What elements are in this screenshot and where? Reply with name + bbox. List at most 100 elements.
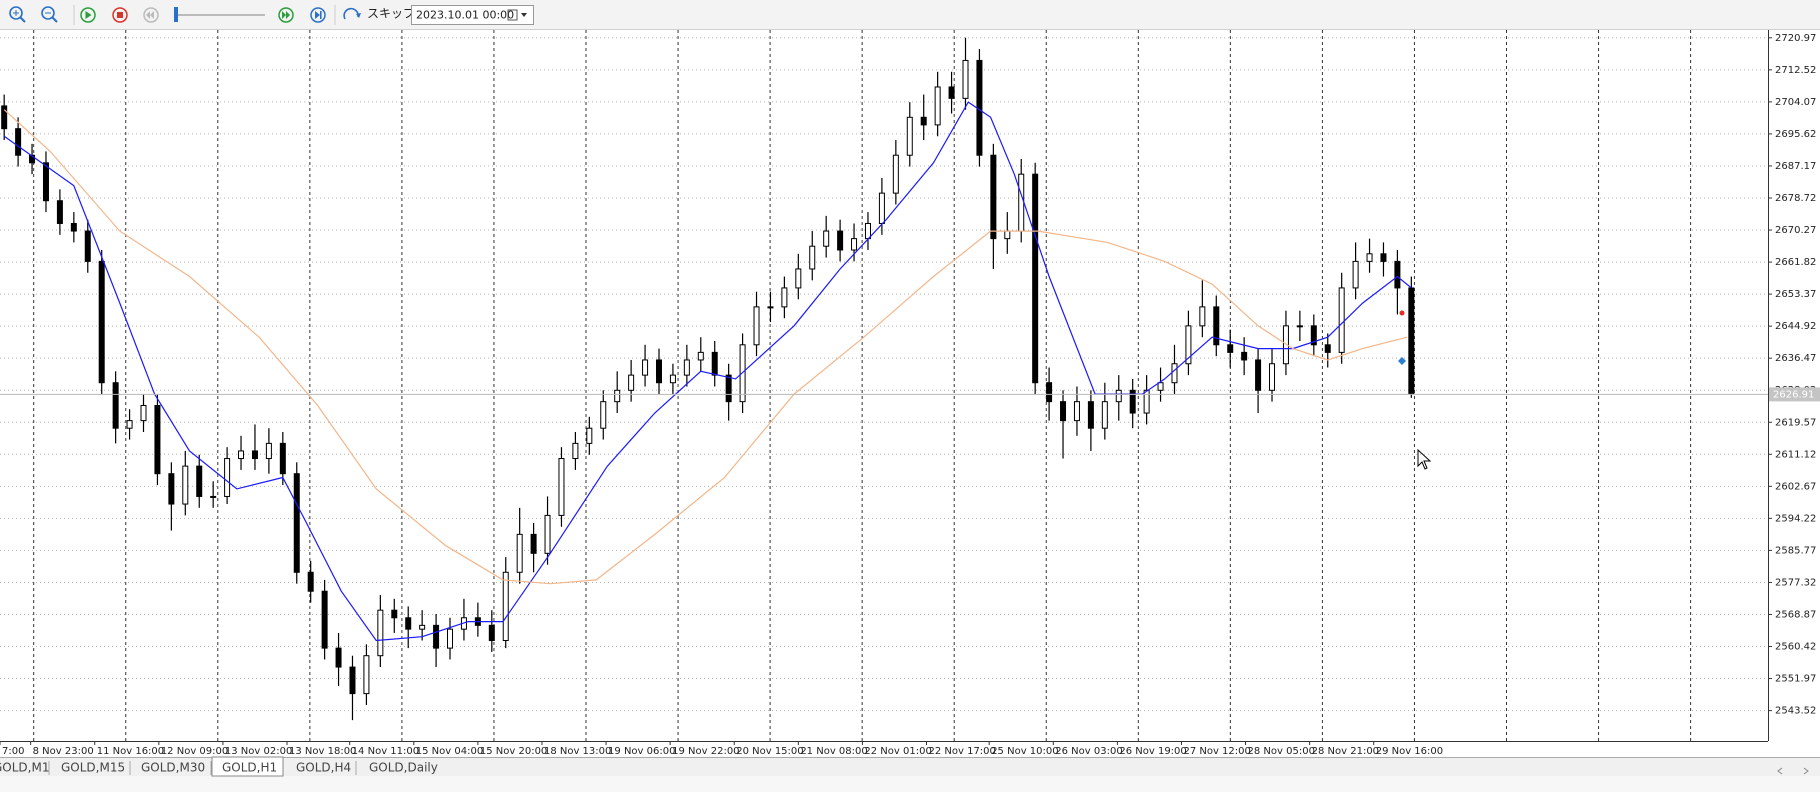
- tab-label[interactable]: GOLD,Daily: [369, 761, 438, 775]
- fast-forward-button[interactable]: [278, 7, 294, 23]
- candle-body: [1, 105, 8, 130]
- y-tick-label: 2560.42: [1775, 642, 1816, 653]
- x-tick-label: 18 Nov 13:00: [544, 746, 611, 757]
- candle-body: [391, 609, 398, 619]
- tab-scroll-arrows[interactable]: [1777, 767, 1809, 775]
- zoom-out-button[interactable]: [41, 6, 58, 23]
- candle-body: [753, 306, 760, 346]
- date-value[interactable]: 2023.10.01 00:00: [416, 9, 514, 22]
- candle-body: [1241, 351, 1248, 361]
- x-tick-label: 13 Nov 18:00: [289, 746, 356, 757]
- candle-body: [56, 200, 63, 224]
- candle-body: [433, 624, 440, 649]
- candle-body: [29, 154, 36, 164]
- tab-label[interactable]: GOLD,M30: [141, 761, 205, 775]
- candle-body: [1213, 306, 1220, 346]
- x-tick-label: 27 Nov 12:00: [1183, 746, 1250, 757]
- x-tick-label: 21 Nov 08:00: [800, 746, 867, 757]
- y-tick-label: 2619.57: [1775, 417, 1816, 428]
- candle-body: [363, 655, 370, 695]
- candle-body: [516, 533, 523, 573]
- last-price-label: 2626.91: [1773, 389, 1814, 400]
- candle-body: [447, 628, 454, 649]
- candle-body: [669, 374, 676, 384]
- stop-button[interactable]: [112, 7, 128, 23]
- y-tick-label: 2695.62: [1775, 129, 1816, 140]
- tab-label[interactable]: GOLD,H4: [296, 761, 351, 775]
- candle-body: [224, 458, 231, 497]
- zoom-in-button[interactable]: [9, 6, 26, 23]
- candle-body: [265, 442, 272, 460]
- candle-body: [293, 473, 300, 573]
- tab-label[interactable]: GOLD,M1: [0, 761, 49, 775]
- candle-body: [586, 427, 593, 444]
- y-tick-label: 2661.82: [1775, 257, 1816, 268]
- candle-body: [377, 609, 384, 657]
- x-tick-label: 12 Nov 09:00: [161, 746, 228, 757]
- candle-body: [154, 404, 161, 475]
- candle-body: [655, 359, 662, 384]
- y-tick-label: 2602.67: [1775, 481, 1816, 492]
- y-tick-label: 2577.32: [1775, 577, 1816, 588]
- candle-body: [864, 222, 871, 240]
- x-tick-label: 29 Nov 16:00: [1376, 746, 1443, 757]
- candle-body: [948, 86, 955, 99]
- candle-body: [1185, 325, 1192, 365]
- candle-body: [1087, 401, 1094, 429]
- y-tick-label: 2704.07: [1775, 97, 1816, 108]
- candle-body: [1199, 306, 1206, 327]
- skip-button[interactable]: スキップ: [343, 7, 415, 21]
- candle-body: [1157, 382, 1164, 391]
- y-tick-label: 2568.87: [1775, 609, 1816, 620]
- trade-marker-buy: [1398, 357, 1406, 365]
- y-tick-label: 2687.17: [1775, 161, 1816, 172]
- rewind-button[interactable]: [143, 7, 159, 23]
- candle-body: [405, 617, 412, 630]
- plot-area: [0, 30, 1768, 741]
- candle-body: [572, 442, 579, 460]
- x-tick-label: 7:00: [2, 746, 24, 757]
- candle-body: [823, 230, 830, 247]
- candle-body: [1101, 401, 1108, 429]
- candle-body: [1129, 389, 1136, 414]
- candle-body: [251, 450, 258, 460]
- y-tick-label: 2543.52: [1775, 706, 1816, 717]
- end-button[interactable]: [310, 7, 326, 23]
- skip-label[interactable]: スキップ: [367, 7, 415, 21]
- candle-body: [809, 245, 816, 270]
- candle-body: [990, 154, 997, 240]
- candle-body: [140, 404, 147, 422]
- candle-body: [795, 268, 802, 289]
- candle-body: [210, 495, 217, 498]
- candle-body: [697, 351, 704, 361]
- candle-body: [349, 666, 356, 695]
- y-tick-label: 2720.97: [1775, 33, 1816, 44]
- candle-body: [112, 382, 119, 429]
- play-button[interactable]: [80, 7, 96, 23]
- x-tick-label: 19 Nov 22:00: [672, 746, 739, 757]
- x-tick-label: 22 Nov 17:00: [928, 746, 995, 757]
- active-tab[interactable]: [211, 756, 284, 777]
- candle-body: [614, 389, 621, 403]
- trade-marker-sell: [1399, 310, 1405, 316]
- x-tick-label: 14 Nov 11:00: [352, 746, 419, 757]
- speed-slider[interactable]: [174, 7, 265, 22]
- candle-body: [182, 465, 189, 505]
- tab-label[interactable]: GOLD,H1: [222, 761, 277, 775]
- moving-average: [3, 109, 1408, 585]
- candle-body: [837, 230, 844, 251]
- y-tick-label: 2653.37: [1775, 289, 1816, 300]
- candle-body: [1018, 173, 1025, 232]
- tab-label[interactable]: GOLD,M15: [61, 761, 125, 775]
- candle-body: [1046, 382, 1053, 403]
- candle-body: [168, 473, 175, 505]
- date-picker[interactable]: 2023.10.01 00:00: [411, 5, 534, 25]
- status-strip: [0, 776, 1820, 792]
- candle-body: [725, 374, 732, 403]
- candle-body: [1310, 325, 1317, 346]
- candle-body: [767, 306, 774, 309]
- candle-body: [962, 59, 969, 99]
- candle-body: [335, 647, 342, 668]
